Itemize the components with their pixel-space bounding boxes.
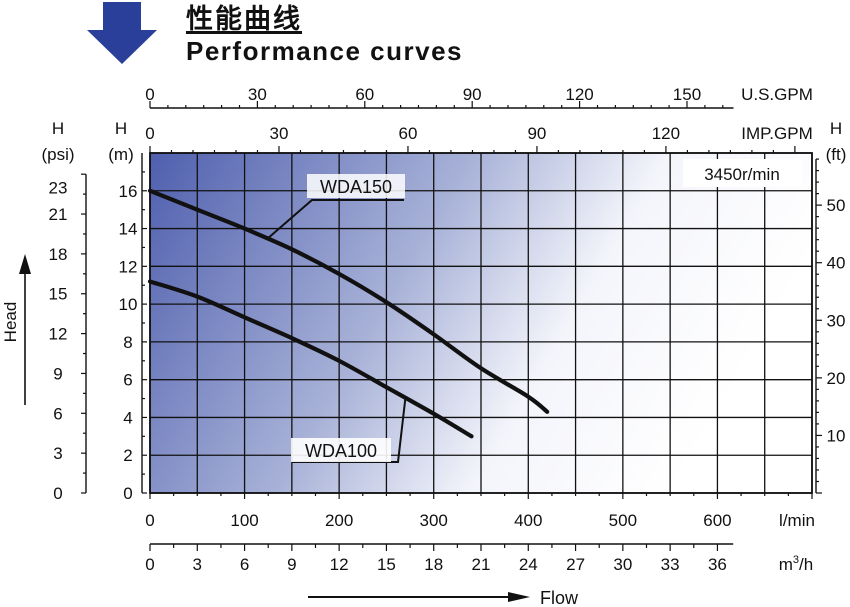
- tick-label-y-ft: 30: [827, 311, 846, 330]
- tick-label-y-m: 8: [123, 333, 132, 352]
- down-arrow-icon: [87, 2, 157, 64]
- tick-label-x-usgpm: 120: [565, 85, 593, 104]
- tick-label-x-m3h: 30: [613, 555, 632, 574]
- tick-label-y-m: 6: [123, 371, 132, 390]
- tick-label-x-m3h: 18: [424, 555, 443, 574]
- tick-label-x-impgpm: 120: [652, 124, 680, 143]
- series-label-bg-wda150: [307, 174, 405, 198]
- axis-y-m-unit: (m): [108, 145, 133, 164]
- tick-label-x-m3h: 6: [240, 555, 249, 574]
- tick-label-x-usgpm: 0: [145, 85, 154, 104]
- tick-label-x-impgpm: 90: [527, 124, 546, 143]
- speed-label: 3450r/min: [704, 165, 780, 184]
- tick-label-y-psi: 23: [49, 178, 68, 197]
- title-block: 性能曲线 Performance curves: [186, 4, 463, 66]
- tick-label-x-lpm: 300: [420, 511, 448, 530]
- head-arrow-icon: [19, 254, 31, 274]
- axis-y-ft-header: H: [830, 119, 842, 138]
- series-label-wda150: WDA150: [320, 177, 392, 197]
- tick-label-x-m3h: 9: [287, 555, 296, 574]
- tick-label-y-psi: 21: [49, 205, 68, 224]
- axis-y-m-header: H: [115, 119, 127, 138]
- speed-label-box: [683, 159, 802, 187]
- tick-label-y-ft: 10: [827, 426, 846, 445]
- axis-y-ft-unit: (ft): [826, 145, 847, 164]
- tick-label-y-m: 16: [119, 182, 138, 201]
- tick-label-x-m3h: 27: [566, 555, 585, 574]
- tick-label-y-psi: 3: [53, 444, 62, 463]
- tick-label-x-m3h: 24: [519, 555, 538, 574]
- tick-label-y-ft: 50: [827, 196, 846, 215]
- tick-label-x-usgpm: 150: [673, 85, 701, 104]
- axis-y-psi-header: H: [52, 119, 64, 138]
- tick-label-y-ft: 40: [827, 254, 846, 273]
- tick-label-x-lpm: 0: [145, 511, 154, 530]
- axis-x-m3h-unit: m3/h: [779, 554, 813, 574]
- leader-line-wda150: [267, 199, 404, 239]
- y-axis-title-head: Head: [1, 302, 20, 343]
- axis-y-psi-unit: (psi): [41, 145, 74, 164]
- axis-x-lpm-unit: l/min: [779, 511, 815, 530]
- tick-label-x-usgpm: 60: [355, 85, 374, 104]
- tick-label-x-lpm: 200: [325, 511, 353, 530]
- tick-label-x-usgpm: 30: [248, 85, 267, 104]
- tick-label-y-m: 10: [119, 295, 138, 314]
- tick-label-x-lpm: 600: [703, 511, 731, 530]
- tick-label-y-psi: 0: [53, 484, 62, 503]
- tick-label-y-m: 12: [119, 257, 138, 276]
- tick-label-x-lpm: 400: [514, 511, 542, 530]
- tick-label-y-psi: 18: [49, 245, 68, 264]
- tick-label-x-usgpm: 90: [463, 85, 482, 104]
- tick-label-y-psi: 6: [53, 404, 62, 423]
- tick-label-x-m3h: 12: [330, 555, 349, 574]
- tick-label-y-m: 4: [123, 408, 132, 427]
- series-label-wda100: WDA100: [305, 441, 377, 461]
- tick-label-x-m3h: 21: [472, 555, 491, 574]
- axis-x-impgpm-unit: IMP.GPM: [741, 124, 812, 143]
- tick-label-y-m: 14: [119, 220, 138, 239]
- tick-label-x-impgpm: 30: [270, 124, 289, 143]
- tick-label-y-psi: 15: [49, 285, 68, 304]
- tick-label-x-impgpm: 0: [145, 124, 154, 143]
- tick-label-y-m: 2: [123, 446, 132, 465]
- tick-label-y-psi: 9: [53, 364, 62, 383]
- series-line-wda100: [147, 279, 474, 439]
- tick-label-x-lpm: 500: [609, 511, 637, 530]
- series-line-wda150: [147, 188, 550, 414]
- axis-x-usgpm-unit: U.S.GPM: [741, 85, 813, 104]
- chart-title-chinese: 性能曲线: [186, 4, 302, 35]
- tick-label-x-lpm: 100: [230, 511, 258, 530]
- tick-label-y-psi: 12: [49, 325, 68, 344]
- tick-label-x-impgpm: 60: [398, 124, 417, 143]
- tick-label-x-m3h: 0: [145, 555, 154, 574]
- tick-label-x-m3h: 15: [377, 555, 396, 574]
- tick-label-x-m3h: 36: [708, 555, 727, 574]
- chart-title: Performance curves: [186, 36, 464, 66]
- series-label-bg-wda100: [291, 438, 391, 462]
- x-axis-title-flow: Flow: [540, 588, 579, 607]
- flow-arrow-icon: [508, 592, 530, 602]
- tick-label-x-m3h: 3: [193, 555, 202, 574]
- tick-label-y-m: 0: [123, 484, 132, 503]
- tick-label-x-m3h: 33: [661, 555, 680, 574]
- tick-label-y-ft: 20: [827, 369, 846, 388]
